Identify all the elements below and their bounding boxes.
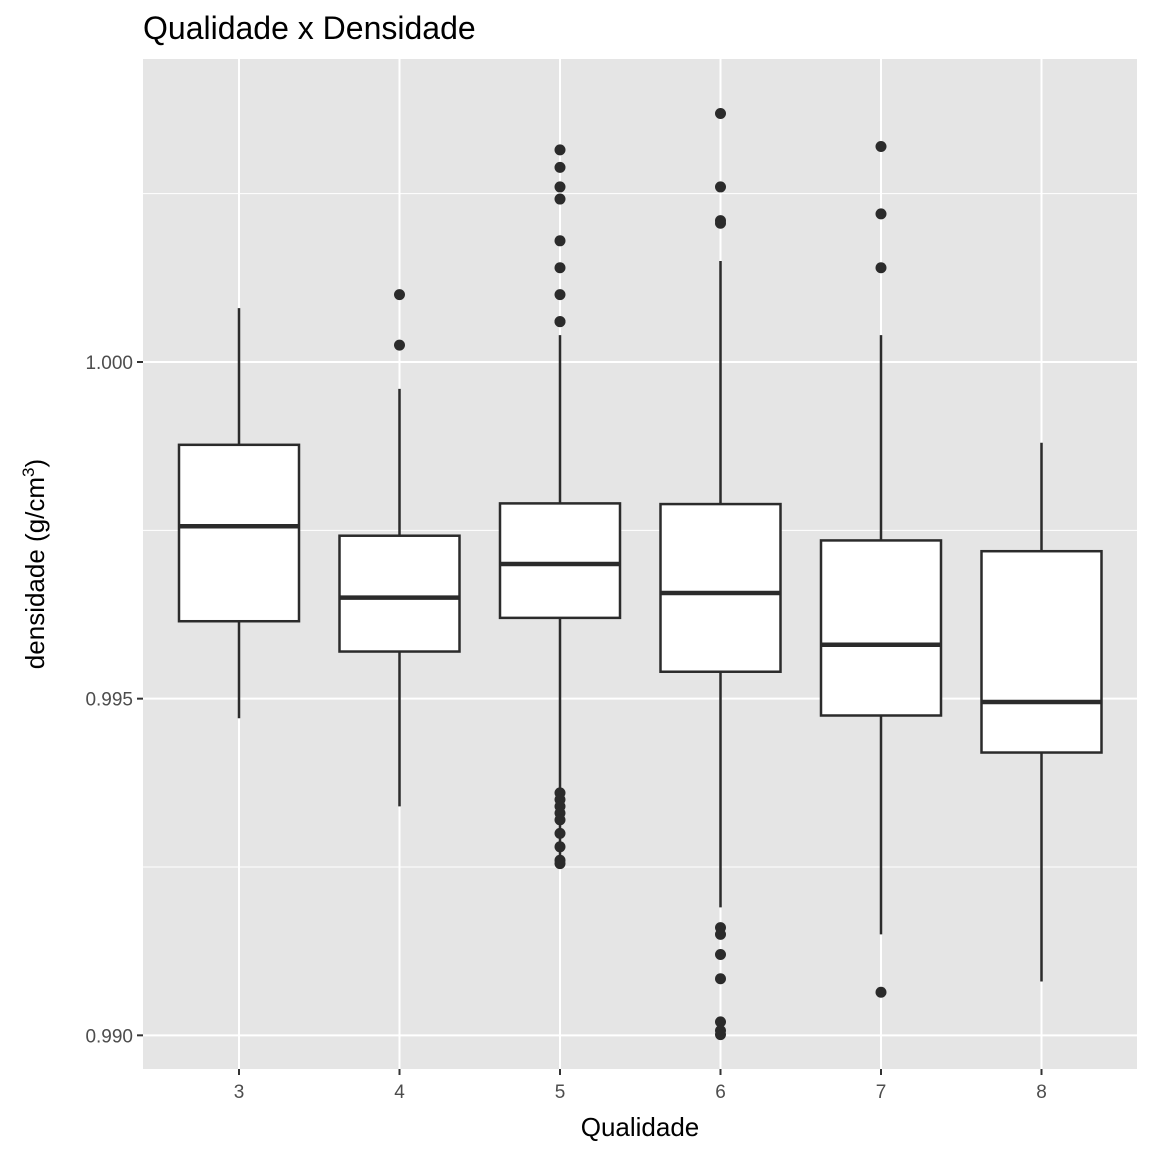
outlier-point: [715, 949, 726, 961]
box-5: [498, 144, 622, 870]
box-6: [659, 108, 782, 1041]
outlier-point: [554, 814, 566, 826]
outlier-point: [875, 141, 887, 153]
outlier-point: [554, 235, 566, 247]
iqr-box: [177, 443, 301, 623]
y-tick-label: 0.990: [85, 1026, 133, 1047]
x-tick-label: 4: [394, 1082, 405, 1103]
outlier-point: [715, 1029, 726, 1041]
outlier-point: [715, 181, 726, 193]
outlier-point: [875, 208, 887, 220]
outlier-point: [554, 841, 566, 853]
outlier-point: [715, 108, 726, 120]
chart-title: Qualidade x Densidade: [143, 10, 476, 46]
outlier-point: [554, 289, 566, 301]
outlier-point: [554, 827, 566, 839]
outlier-point: [394, 289, 405, 301]
x-tick-label: 6: [715, 1082, 726, 1103]
x-tick-label: 5: [555, 1082, 566, 1103]
box-7: [819, 141, 943, 998]
outlier-point: [554, 181, 566, 193]
x-tick-label: 7: [876, 1082, 887, 1103]
y-axis: 0.990 0.995 1.000: [85, 353, 143, 1047]
minor-gridlines: [143, 193, 1137, 868]
outlier-point: [875, 986, 887, 998]
x-axis-title: Qualidade: [581, 1112, 700, 1142]
x-axis: 3 4 5 6 7 8: [234, 1069, 1047, 1103]
outlier-point: [715, 1016, 726, 1028]
iqr-box: [338, 534, 461, 653]
y-tick-label: 0.995: [85, 690, 133, 711]
outlier-point: [554, 262, 566, 274]
x-tick-label: 8: [1036, 1082, 1047, 1103]
outlier-point: [554, 316, 566, 328]
y-axis-title: densidade (g/cm3): [19, 459, 50, 669]
outlier-point: [715, 217, 726, 229]
outlier-point: [554, 144, 566, 156]
y-tick-label: 1.000: [85, 353, 133, 374]
box-8: [980, 442, 1103, 982]
outlier-point: [394, 339, 405, 351]
outlier-point: [554, 193, 566, 205]
outlier-point: [715, 973, 726, 985]
iqr-box: [659, 502, 782, 673]
box-4: [338, 289, 461, 807]
outlier-point: [715, 928, 726, 940]
iqr-box: [819, 539, 943, 717]
y-axis-title-main: densidade (g/cm: [20, 477, 50, 669]
box-series: [177, 108, 1103, 1041]
plot-panel: [143, 59, 1137, 1069]
box-3: [177, 308, 301, 719]
outlier-point: [554, 161, 566, 173]
y-axis-title-superscript: 3: [19, 467, 38, 476]
outlier-point: [875, 262, 887, 274]
x-tick-label: 3: [234, 1082, 245, 1103]
iqr-box: [498, 502, 622, 620]
outlier-point: [554, 858, 566, 870]
iqr-box: [980, 549, 1103, 754]
y-axis-title-suffix: ): [20, 459, 50, 468]
